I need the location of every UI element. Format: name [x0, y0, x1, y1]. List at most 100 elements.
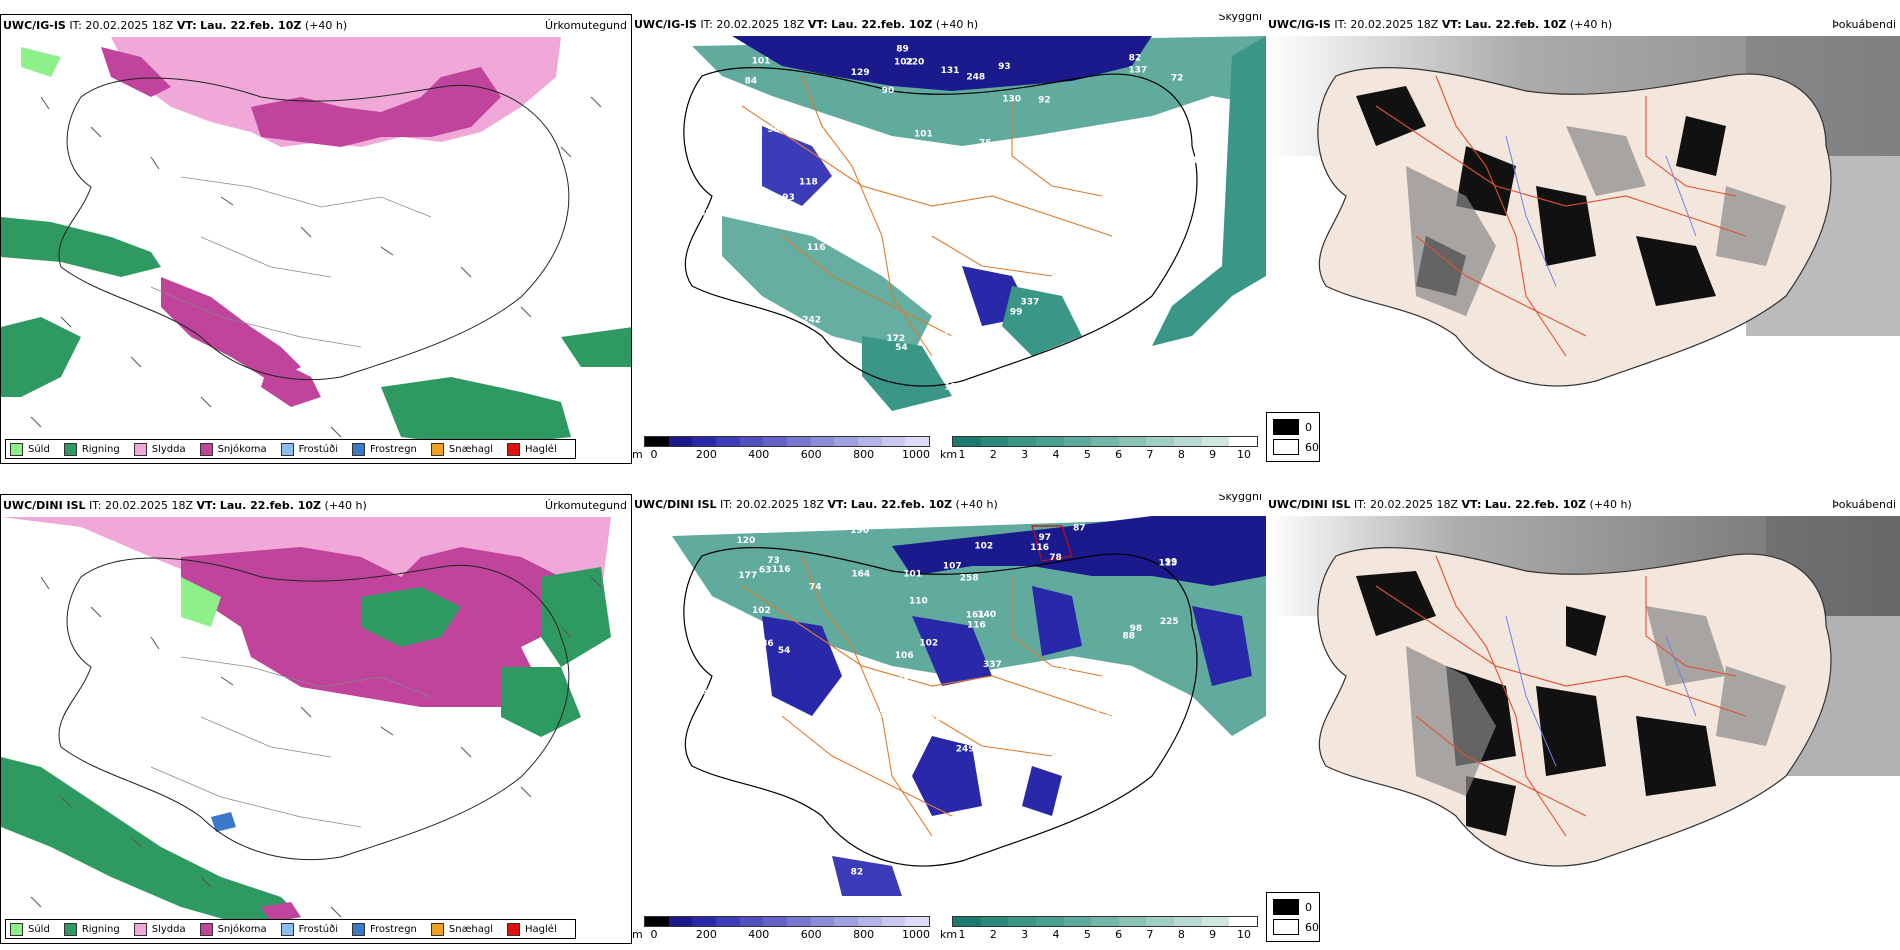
cloud-base-value-label: 99	[1010, 308, 1023, 318]
lead-time: (+40 h)	[1569, 18, 1613, 31]
panel-title: Þokuábendi	[1832, 18, 1896, 31]
panel-title: Úrkomutegund	[545, 499, 627, 512]
cloud-base-value-label: 337	[983, 660, 1002, 670]
visibility-panel-top: UWC/IG-IS IT: 20.02.2025 18Z VT: Lau. 22…	[632, 14, 1266, 464]
cloud-base-value-label: 28	[799, 811, 812, 821]
cloud-base-value-label: 84	[745, 77, 758, 87]
cloud-base-value-label: 86	[1062, 152, 1075, 162]
visibility-map-bottom: 158 97 115 101 258 116 120 116 177 102 107 102 190 16…	[672, 516, 1266, 896]
cloud-base-value-label: 73	[767, 556, 780, 566]
panel-header: UWC/IG-IS IT: 20.02.2025 18Z VT: Lau. 22…	[1266, 14, 1900, 36]
model-name: UWC/DINI ISL	[1268, 498, 1351, 511]
cloud-base-value-label: 224	[765, 802, 784, 812]
cloud-base-value-label: 90	[882, 86, 895, 96]
panel-title: Skyggni	[1218, 14, 1262, 23]
cloud-base-value-label: 87	[1073, 524, 1086, 534]
vt-label: VT:	[196, 499, 217, 512]
precip-panel-top: UWC/IG-IS IT: 20.02.2025 18Z VT: Lau. 22…	[0, 14, 632, 464]
colorbar-tick-label: 6	[1115, 928, 1123, 941]
colorbar-tick-label: 0	[650, 448, 658, 461]
cloud-base-value-label: 88	[1123, 632, 1136, 642]
legend-swatch	[199, 922, 213, 936]
cloud-base-value-label: 158	[695, 687, 714, 697]
cloud-base-value-label: 227	[1130, 340, 1149, 350]
colorbar-tick-label: 7	[1146, 448, 1154, 461]
vt-value: Lau. 22.feb. 10Z	[219, 499, 322, 512]
panel-title: Þokuábendi	[1832, 498, 1896, 511]
cloud-base-value-label: 177	[738, 571, 757, 581]
cloud-base-value-label: 98	[1130, 624, 1143, 634]
cloud-base-value-label: 95	[767, 125, 780, 135]
legend-swatch	[430, 922, 444, 936]
cloud-base-value-label: 82	[1016, 859, 1029, 869]
it-value: 20.02.2025 18Z	[1350, 18, 1439, 31]
legend-label: Frostregn	[370, 923, 417, 935]
legend-label: Frostúði	[298, 923, 338, 935]
legend-swatch	[10, 442, 23, 456]
fog-legend-top: 0 60	[1266, 412, 1320, 462]
visibility-colorbar-top: km 1 2 3 4 5 6 7 8 9 10	[940, 436, 1260, 464]
vt-label: VT:	[1441, 18, 1462, 31]
colorbar-tick-label: 1	[958, 928, 966, 941]
cloud-base-value-label: 100	[800, 365, 819, 375]
it-value: 20.02.2025 18Z	[716, 18, 805, 31]
colorbar-strip	[644, 436, 930, 447]
cloud-base-value-label: 121	[944, 382, 963, 392]
it-label: IT:	[1354, 498, 1367, 511]
it-label: IT:	[1334, 18, 1347, 31]
legend-label: Snæhagl	[448, 443, 494, 455]
visibility-colorbar-bottom: km 1 2 3 4 5 6 7 8 9 10	[940, 916, 1260, 944]
legend-swatch	[1273, 899, 1299, 915]
cloud-base-value-label: 97	[1039, 533, 1052, 543]
model-name: UWC/IG-IS	[1268, 18, 1331, 31]
vt-value: Lau. 22.feb. 10Z	[1484, 498, 1587, 511]
cloud-base-value-label: 116	[967, 620, 986, 630]
legend-label: Haglél	[525, 923, 557, 935]
cloud-base-value-label: 116	[1030, 543, 1049, 553]
legend-swatch	[133, 922, 147, 936]
cloud-base-value-label: 116	[807, 243, 826, 253]
cloud-base-value-label: 102	[733, 699, 752, 709]
precip-legend-item: Haglél	[507, 442, 557, 456]
precip-legend-item: Snjókoma	[199, 442, 267, 456]
precip-legend-item: Slydda	[133, 442, 186, 456]
model-name: UWC/IG-IS	[3, 19, 66, 32]
legend-swatch	[280, 922, 294, 936]
panel-header: UWC/IG-IS IT: 20.02.2025 18Z VT: Lau. 22…	[1, 15, 631, 37]
cloud-base-value-label: 93	[998, 62, 1011, 72]
cloud-base-value-label: 248	[1187, 797, 1206, 807]
legend-label: Slydda	[151, 923, 186, 935]
cloud-base-value-label: 82	[1129, 54, 1142, 64]
cloud-base-value-label: 63	[759, 565, 772, 575]
cloud-base-value-label: 108	[708, 382, 727, 392]
it-value: 20.02.2025 18Z	[85, 19, 174, 32]
cloud-base-value-label: 337	[1021, 297, 1040, 307]
lead-time: (+40 h)	[955, 498, 998, 511]
legend-label: Súld	[28, 443, 50, 455]
precip-legend: Súld Rigning Slydda Snjókoma Frostúði Frostre…	[5, 439, 576, 459]
cloud-base-value-label: 164	[851, 569, 870, 579]
cloud-base-value-label: 111	[760, 106, 779, 116]
colorbar-unit: km	[940, 928, 958, 941]
lead-time: (+40 h)	[324, 499, 367, 512]
colorbar-tick-label: 1	[958, 448, 966, 461]
legend-label: 0	[1305, 420, 1312, 434]
precip-legend-item: Súld	[10, 922, 50, 936]
cloud-base-value-label: 309	[1137, 715, 1156, 725]
cloud-base-value-label: 120	[926, 855, 945, 865]
colorbar-tick-label: 7	[1146, 928, 1154, 941]
legend-swatch	[63, 442, 77, 456]
colorbar-tick-label: 200	[695, 928, 717, 941]
cloud-base-value-label: 90	[730, 322, 743, 332]
fog-legend-bottom: 0 60	[1266, 892, 1320, 942]
model-name: UWC/DINI ISL	[3, 499, 86, 512]
panel-header: UWC/IG-IS IT: 20.02.2025 18Z VT: Lau. 22…	[632, 14, 1266, 36]
colorbar-tick-label: 5	[1083, 928, 1091, 941]
cloud-base-value-label: 220	[906, 58, 925, 68]
colorbar-unit: km	[940, 448, 958, 461]
cloud-base-value-label: 108	[1039, 150, 1058, 160]
colorbar-tick-label: 4	[1052, 928, 1060, 941]
precip-legend-item: Súld	[10, 442, 50, 456]
legend-swatch	[63, 922, 77, 936]
it-value: 20.02.2025 18Z	[736, 498, 825, 511]
